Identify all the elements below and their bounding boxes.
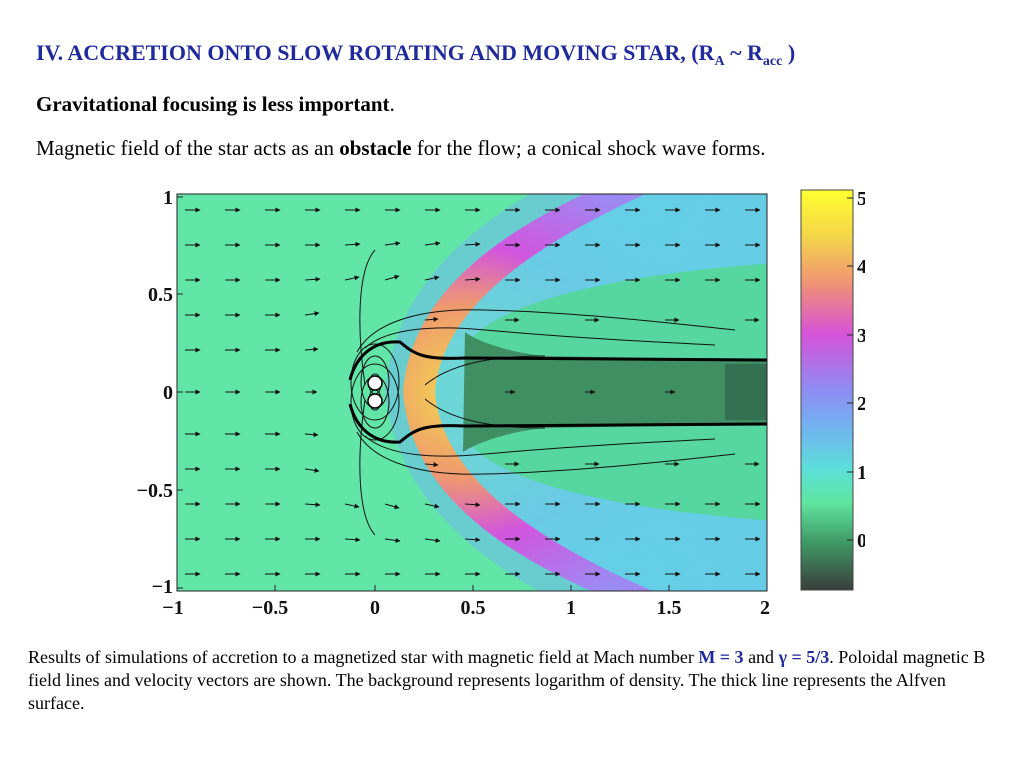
field-loop xyxy=(350,343,400,421)
caption-and: and xyxy=(743,647,779,667)
alfven-surface xyxy=(348,340,767,444)
simulation-plot: −1 −0.5 0 0.5 1 1.5 2 1 0.5 0 −0.5 −1 5 … xyxy=(137,187,865,619)
x-tick-label: −1 xyxy=(162,597,183,619)
vector-row-7 xyxy=(185,431,319,438)
gamma-value: γ = 5/3 xyxy=(778,647,830,667)
vector-row-9 xyxy=(185,501,761,510)
mach-number: M = 3 xyxy=(698,647,744,667)
title-subscript-a: A xyxy=(714,54,725,69)
obstacle-word: obstacle xyxy=(339,136,412,160)
y-tick-label: 0.5 xyxy=(148,284,173,306)
x-tick-label: 2 xyxy=(760,597,770,619)
alfven-surface-lower xyxy=(348,403,767,444)
y-tick-label: 0 xyxy=(163,382,173,404)
field-line xyxy=(356,431,736,475)
x-tick-label: 1.5 xyxy=(657,597,682,619)
obstacle-sentence-pre: Magnetic field of the star acts as an xyxy=(36,136,340,160)
y-tick-label: −0.5 xyxy=(137,480,173,502)
simulation-figure: −1 −0.5 0 0.5 1 1.5 2 1 0.5 0 −0.5 −1 5 … xyxy=(125,180,865,620)
field-loop xyxy=(350,363,400,441)
vector-row-3 xyxy=(185,274,761,283)
title-subscript-acc: acc xyxy=(762,54,783,69)
wake xyxy=(463,332,767,452)
caption-rest: . Poloidal magnetic B field lines and ve… xyxy=(28,647,986,713)
title-end: ) xyxy=(782,40,796,65)
x-tick-label: 0.5 xyxy=(461,597,486,619)
vector-row-5 xyxy=(185,346,319,353)
field-line xyxy=(424,355,546,386)
figure-caption: Results of simulations of accretion to a… xyxy=(28,646,998,715)
y-axis: 1 0.5 0 −0.5 −1 xyxy=(137,187,173,598)
x-axis: −1 −0.5 0 0.5 1 1.5 2 xyxy=(162,597,770,619)
obstacle-sentence: Magnetic field of the star acts as an ob… xyxy=(36,136,766,161)
velocity-vectors xyxy=(185,207,761,577)
alfven-surface-upper xyxy=(348,340,767,381)
colorbar-tick-label: 1 xyxy=(857,462,865,484)
subtitle-end: . xyxy=(389,92,395,116)
field-line xyxy=(424,398,546,429)
vector-row-4 xyxy=(185,311,760,323)
colorbar: 5 4 3 2 1 0 xyxy=(800,188,865,591)
y-tick-label: −1 xyxy=(152,576,173,598)
star xyxy=(367,375,383,409)
slide-title: IV. ACCRETION ONTO SLOW ROTATING AND MOV… xyxy=(36,40,795,70)
x-tick-label: 0 xyxy=(370,597,380,619)
colorbar-tick-label: 2 xyxy=(857,393,865,415)
field-line xyxy=(359,399,376,536)
colorbar-tick-label: 4 xyxy=(857,256,865,278)
colorbar-tick-label: 0 xyxy=(857,530,865,552)
colorbar-gradient xyxy=(800,189,854,591)
vector-row-10 xyxy=(185,536,761,543)
title-text: IV. ACCRETION ONTO SLOW ROTATING AND MOV… xyxy=(36,40,715,65)
vector-row-2 xyxy=(185,241,761,248)
density-map xyxy=(177,194,767,591)
field-line xyxy=(364,435,716,457)
field-lines xyxy=(350,249,736,536)
title-middle: ~ R xyxy=(724,40,763,65)
star-upper-lobe xyxy=(367,375,383,391)
vector-row-8 xyxy=(185,461,760,473)
caption-intro: Results of simulations of accretion to a… xyxy=(28,647,699,667)
subtitle: Gravitational focusing is less important… xyxy=(36,92,395,117)
subtitle-bold: Gravitational focusing is less important xyxy=(36,92,390,116)
field-line xyxy=(356,309,736,353)
field-line xyxy=(364,327,716,349)
wake-tail xyxy=(725,364,767,420)
obstacle-sentence-post: for the flow; a conical shock wave forms… xyxy=(411,136,766,160)
colorbar-tick-label: 5 xyxy=(857,188,865,210)
x-tick-label: −0.5 xyxy=(252,597,288,619)
x-tick-label: 1 xyxy=(566,597,576,619)
star-lower-lobe xyxy=(367,393,383,409)
axis-ticks xyxy=(176,196,768,591)
y-tick-label: 1 xyxy=(163,187,173,209)
field-line xyxy=(359,249,376,386)
colorbar-tick-label: 3 xyxy=(857,325,865,347)
